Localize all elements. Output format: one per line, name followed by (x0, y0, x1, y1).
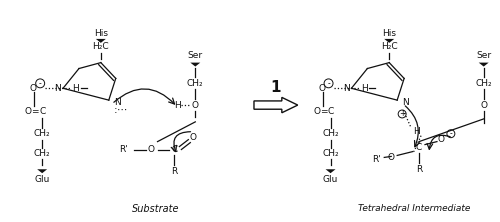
Polygon shape (384, 39, 394, 43)
Text: H₂C: H₂C (92, 42, 109, 51)
Text: +: + (399, 109, 406, 119)
Polygon shape (96, 39, 106, 43)
Text: Glu: Glu (323, 175, 338, 184)
Text: H: H (72, 84, 80, 93)
Text: R': R' (119, 145, 128, 154)
Text: Substrate: Substrate (132, 204, 180, 214)
Text: CH₂: CH₂ (34, 149, 50, 158)
Text: H: H (361, 84, 368, 93)
Text: H: H (174, 101, 181, 110)
Text: -: - (39, 79, 42, 88)
Text: C: C (416, 143, 422, 152)
Text: C: C (39, 107, 46, 117)
Text: CH₂: CH₂ (476, 79, 492, 88)
Text: O: O (24, 107, 32, 117)
Text: -: - (327, 79, 330, 88)
Text: O: O (438, 135, 444, 144)
Text: N: N (402, 98, 409, 107)
Text: :: : (114, 105, 117, 115)
Text: H: H (412, 127, 420, 136)
Text: His: His (94, 30, 108, 38)
Text: 1: 1 (270, 80, 281, 95)
Text: C: C (328, 107, 334, 117)
Polygon shape (37, 169, 47, 173)
Polygon shape (254, 97, 298, 113)
Text: =: = (320, 107, 328, 117)
Text: -: - (450, 129, 452, 138)
Text: O: O (480, 101, 487, 110)
Polygon shape (478, 63, 488, 67)
Text: O: O (147, 145, 154, 154)
Polygon shape (190, 63, 200, 67)
Text: Ser: Ser (476, 51, 492, 60)
Text: O: O (313, 107, 320, 117)
Text: O: O (30, 84, 36, 93)
Text: C: C (172, 145, 177, 154)
Text: R': R' (372, 155, 380, 164)
Text: R: R (172, 167, 177, 176)
Text: ⋯: ⋯ (116, 105, 127, 115)
Text: R: R (416, 165, 422, 174)
Text: CH₂: CH₂ (322, 129, 339, 138)
Text: H₂C: H₂C (381, 42, 398, 51)
Text: Glu: Glu (34, 175, 50, 184)
Text: CH₂: CH₂ (322, 149, 339, 158)
Text: O: O (192, 101, 199, 110)
Text: CH₂: CH₂ (34, 129, 50, 138)
Text: N: N (114, 98, 120, 107)
Text: O: O (318, 84, 325, 93)
Text: N: N (342, 84, 349, 93)
Text: Ser: Ser (188, 51, 203, 60)
Text: O: O (190, 133, 197, 142)
Text: His: His (382, 30, 396, 38)
Text: O: O (388, 153, 394, 162)
Text: Tetrahedral Intermediate: Tetrahedral Intermediate (358, 204, 470, 213)
Text: N: N (54, 84, 61, 93)
Text: CH₂: CH₂ (187, 79, 204, 88)
Polygon shape (326, 169, 336, 173)
Text: =: = (32, 107, 39, 117)
